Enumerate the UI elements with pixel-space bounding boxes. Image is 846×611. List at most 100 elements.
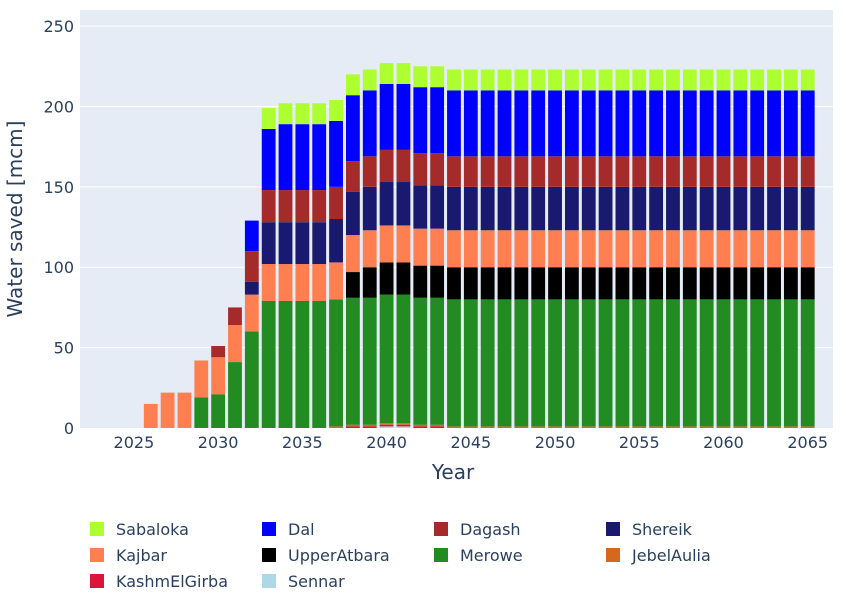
bar-segment-kashmelgirba: [413, 426, 428, 428]
bar-segment-dal: [767, 90, 781, 157]
bar-segment-dal: [699, 90, 714, 157]
bar-segment-upperatbara: [632, 267, 647, 300]
bar-segment-kajbar: [211, 357, 226, 395]
bar-segment-merowe: [278, 300, 293, 428]
bar-segment-dal: [750, 90, 765, 157]
bar-segment-dal: [362, 90, 377, 157]
bar-segment-jebelaulia: [615, 426, 630, 428]
bar-segment-dagash: [379, 149, 394, 183]
bar-segment-sabaloka: [564, 69, 579, 91]
x-tick-label: 2040: [366, 433, 407, 452]
bar-segment-upperatbara: [682, 267, 697, 300]
bar-segment-dal: [632, 90, 647, 157]
bar-segment-dagash: [767, 156, 781, 187]
bar-segment-shereik: [396, 182, 411, 226]
bar-segment-dal: [514, 90, 529, 157]
bar-segment-sabaloka: [531, 69, 546, 91]
bar-segment-dagash: [514, 156, 529, 187]
bar-segment-sabaloka: [682, 69, 697, 91]
bar-segment-dagash: [716, 156, 731, 187]
bar-segment-dagash: [463, 156, 478, 187]
bar-segment-kajbar: [278, 264, 293, 301]
bar-segment-kajbar: [244, 294, 259, 332]
bar-segment-merowe: [564, 299, 579, 427]
bar-segment-dal: [396, 83, 411, 150]
bar-segment-jebelaulia: [767, 426, 781, 428]
bar-segment-upperatbara: [447, 267, 461, 300]
x-tick-label: 2060: [703, 433, 744, 452]
bar-segment-kajbar: [480, 230, 495, 268]
bar-segment-sabaloka: [497, 69, 512, 91]
bar-segment-dagash: [312, 190, 327, 223]
bar-segment-sabaloka: [312, 103, 327, 125]
bar-segment-shereik: [564, 186, 579, 231]
bar-segment-sabaloka: [666, 69, 680, 91]
bar-segment-dal: [682, 90, 697, 157]
bar-segment-dal: [278, 124, 293, 191]
bar-segment-shereik: [615, 186, 630, 231]
bar-segment-kajbar: [312, 264, 327, 301]
bar-segment-dal: [733, 90, 748, 157]
bar-segment-upperatbara: [615, 267, 630, 300]
bar-segment-merowe: [682, 299, 697, 427]
bar-segment-dal: [413, 87, 428, 154]
bar-segment-jebelaulia: [564, 426, 579, 428]
bar-segment-shereik: [244, 281, 259, 295]
legend-label-merowe: Merowe: [460, 546, 523, 565]
bar-segment-merowe: [379, 294, 394, 424]
bar-segment-kajbar: [800, 230, 815, 268]
x-tick-label: 2065: [787, 433, 828, 452]
bar-segment-jebelaulia: [345, 424, 360, 427]
y-tick-label: 50: [54, 339, 74, 358]
legend-label-shereik: Shereik: [632, 520, 693, 539]
bar-segment-merowe: [295, 300, 310, 428]
bar-segment-sabaloka: [362, 69, 377, 91]
bar-segment-kajbar: [682, 230, 697, 268]
bar-segment-dagash: [228, 307, 242, 326]
bar-segment-kajbar: [750, 230, 765, 268]
bar-segment-kajbar: [143, 403, 158, 428]
bar-segment-kajbar: [615, 230, 630, 268]
bar-segment-dagash: [447, 156, 461, 187]
bar-segment-dagash: [699, 156, 714, 187]
bar-segment-dal: [649, 90, 664, 157]
bar-segment-jebelaulia: [413, 424, 428, 427]
bars: [143, 63, 815, 428]
bar-segment-kajbar: [447, 230, 461, 268]
bar-segment-sabaloka: [329, 100, 343, 121]
bar-segment-kajbar: [649, 230, 664, 268]
bar-segment-merowe: [345, 297, 360, 425]
x-tick-labels: 2025 2030 2035 2040 2045 2050 2055 2060 2065: [114, 433, 829, 452]
bar-segment-dal: [531, 90, 546, 157]
bar-segment-jebelaulia: [699, 426, 714, 428]
bar-segment-sabaloka: [278, 103, 293, 125]
bar-segment-shereik: [666, 186, 680, 231]
bar-segment-upperatbara: [413, 265, 428, 298]
bar-segment-dagash: [615, 156, 630, 187]
bar-segment-kajbar: [463, 230, 478, 268]
bar-segment-merowe: [733, 299, 748, 427]
bar-segment-dagash: [362, 156, 377, 187]
bar-segment-dagash: [783, 156, 798, 187]
bar-segment-merowe: [531, 299, 546, 427]
bar-segment-kajbar: [716, 230, 731, 268]
bar-segment-dal: [598, 90, 613, 157]
bar-segment-sabaloka: [379, 63, 394, 84]
bar-segment-sabaloka: [345, 74, 360, 96]
bar-segment-dal: [581, 90, 596, 157]
bar-segment-merowe: [329, 299, 343, 427]
bar-segment-shereik: [598, 186, 613, 231]
bar-segment-shereik: [514, 186, 529, 231]
bar-segment-kajbar: [194, 360, 209, 398]
bar-segment-merowe: [463, 299, 478, 427]
y-tick-labels: 0 50 100 150 200 250: [43, 17, 74, 438]
bar-segment-upperatbara: [598, 267, 613, 300]
bar-segment-dal: [329, 120, 343, 187]
bar-segment-dagash: [480, 156, 495, 187]
bar-segment-kajbar: [396, 225, 411, 263]
bar-segment-merowe: [767, 299, 781, 427]
bar-segment-shereik: [430, 185, 445, 229]
x-tick-label: 2035: [282, 433, 323, 452]
bar-segment-jebelaulia: [716, 426, 731, 428]
bar-segment-shereik: [649, 186, 664, 231]
